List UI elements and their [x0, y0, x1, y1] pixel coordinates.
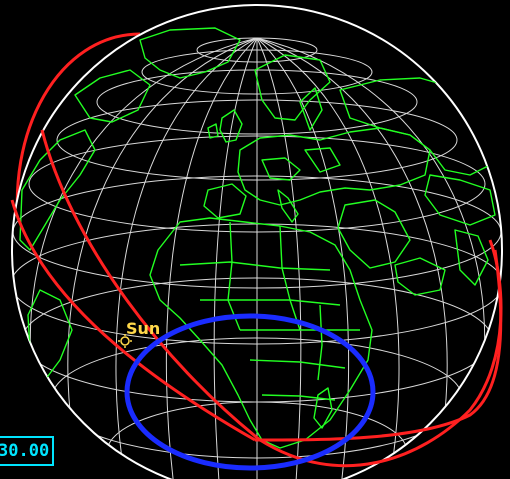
sun-marker[interactable]: Sun — [118, 319, 160, 348]
readout-value-box: 30.00 — [0, 436, 54, 466]
orbit-path-front-outer — [10, 199, 256, 442]
orbit-path-right — [254, 249, 503, 442]
coverage-circle — [124, 313, 376, 471]
orbit-path-front — [40, 129, 503, 468]
sun-label: Sun — [126, 319, 160, 338]
coastlines — [19, 27, 496, 449]
sun-icon — [118, 334, 132, 348]
